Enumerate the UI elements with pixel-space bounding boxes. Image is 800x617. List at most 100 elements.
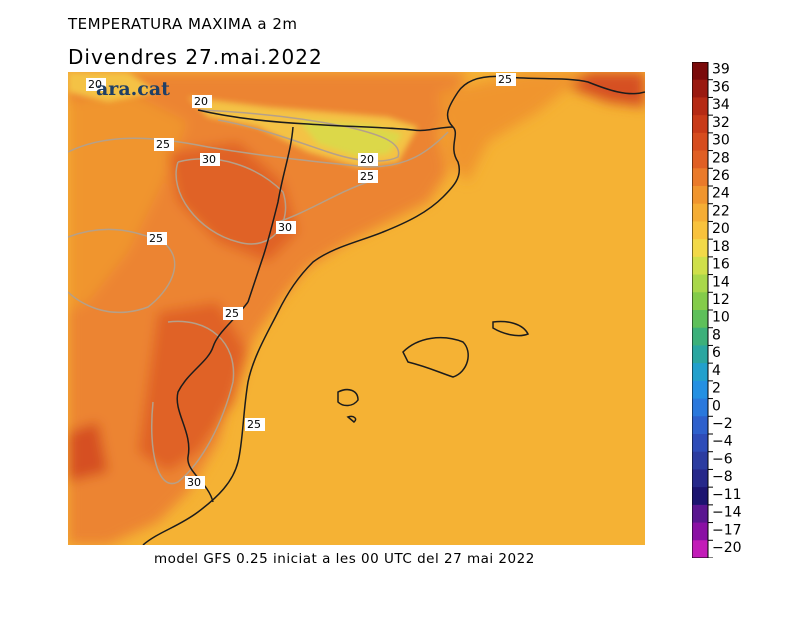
legend-level-label: 6	[712, 345, 721, 361]
island-formentera	[346, 415, 357, 423]
legend-level-label: 10	[712, 310, 730, 326]
contour-labels: 20 20 25 30 25 20 25 30 25 25 25 30	[86, 73, 516, 489]
color-scale-legend: 39363432302826242220181614121086420−2−4−…	[692, 62, 742, 558]
legend-swatch	[692, 451, 708, 471]
legend-level-label: −6	[712, 451, 733, 467]
legend-level-label: 30	[712, 133, 730, 149]
legend-level-label: 34	[712, 97, 730, 113]
isotherm-25-west	[68, 228, 176, 314]
legend-swatch	[692, 221, 708, 240]
border-catalonia-aragon	[247, 126, 294, 303]
legend-swatch	[692, 345, 708, 364]
legend-swatch	[692, 97, 708, 116]
svg-text:25: 25	[149, 232, 163, 245]
legend-swatch	[692, 363, 708, 382]
svg-text:20: 20	[194, 95, 208, 108]
legend-swatch	[692, 186, 708, 205]
svg-text:25: 25	[156, 138, 170, 151]
ara-cat-logo: ara.cat	[96, 78, 170, 100]
svg-text:25: 25	[247, 418, 261, 431]
contour-label: 25	[496, 73, 516, 86]
legend-swatch	[692, 504, 708, 524]
legend-swatch	[692, 62, 708, 81]
svg-text:25: 25	[498, 73, 512, 86]
legend-level-label: 12	[712, 292, 730, 308]
legend-swatch	[692, 487, 708, 506]
legend-swatch	[692, 310, 708, 329]
legend-level-label: 26	[712, 168, 730, 184]
pyrenees-yellow-core	[298, 120, 403, 157]
legend-swatch	[692, 327, 708, 347]
svg-text:30: 30	[202, 153, 216, 166]
legend-swatch	[692, 540, 708, 558]
border-france-spain	[197, 109, 454, 132]
svg-text:25: 25	[360, 170, 374, 183]
svg-text:30: 30	[187, 476, 201, 489]
legend-swatch	[692, 469, 708, 488]
island-mallorca	[402, 336, 469, 378]
footer-model-info: model GFS 0.25 iniciat a les 00 UTC del …	[154, 551, 535, 567]
svg-text:30: 30	[278, 221, 292, 234]
legend-level-label: −4	[712, 434, 733, 450]
legend-swatch	[692, 79, 708, 99]
map-date: Divendres 27.mai.2022	[68, 45, 323, 69]
contour-label: 25	[154, 138, 174, 151]
isotherm-lines	[68, 109, 449, 485]
map-title: TEMPERATURA MAXIMA a 2m	[68, 15, 298, 33]
contour-label: 20	[192, 95, 212, 108]
legend-swatch	[692, 416, 708, 435]
legend-level-label: −17	[712, 522, 742, 538]
sea-warm-band	[438, 72, 588, 182]
island-menorca	[492, 320, 530, 337]
isotherm-30-a	[175, 158, 287, 245]
contour-label: 25	[147, 232, 167, 245]
svg-text:20: 20	[88, 78, 102, 91]
legend-swatch	[692, 522, 708, 541]
legend-swatch	[692, 380, 708, 400]
isotherm-20	[197, 109, 400, 162]
contour-label: 25	[358, 170, 378, 183]
contour-label: 25	[245, 418, 265, 431]
legend-level-label: −11	[712, 487, 742, 503]
legend-level-label: 28	[712, 150, 730, 166]
legend-level-label: 36	[712, 79, 730, 95]
hot-core-ebro	[168, 142, 298, 262]
isotherm-25-north	[68, 131, 449, 168]
legend-level-label: −14	[712, 505, 742, 521]
hot-core-sw	[68, 422, 108, 482]
legend-level-label: 16	[712, 257, 730, 273]
legend-swatch	[692, 239, 708, 258]
isotherm-25-coast	[277, 181, 369, 223]
legend-level-label: −8	[712, 469, 733, 485]
legend-swatch	[692, 434, 708, 453]
legend-swatch	[692, 115, 708, 134]
contour-label: 30	[185, 476, 205, 489]
legend-swatch	[692, 256, 708, 276]
temperature-map: 20 20 25 30 25 20 25 30 25 25 25 30	[68, 72, 645, 545]
contour-label: 30	[200, 153, 220, 166]
contour-label: 25	[223, 307, 243, 320]
legend-level-label: 0	[712, 398, 721, 414]
legend-level-label: −20	[712, 540, 742, 556]
legend-level-label: −2	[712, 416, 733, 432]
contour-label: 30	[276, 221, 296, 234]
isotherm-30-b	[150, 320, 235, 485]
legend-level-label: 8	[712, 327, 721, 343]
legend-swatch	[692, 168, 708, 187]
svg-text:20: 20	[360, 153, 374, 166]
legend-level-label: 32	[712, 115, 730, 131]
legend-level-label: 22	[712, 203, 730, 219]
legend-swatch	[692, 398, 708, 417]
island-ibiza	[337, 388, 359, 407]
legend-level-label: 2	[712, 381, 721, 397]
legend-level-label: 14	[712, 274, 730, 290]
border-valencia	[176, 301, 249, 503]
legend-level-label: 20	[712, 221, 730, 237]
legend-swatch	[692, 203, 708, 223]
legend-swatch	[692, 274, 708, 293]
contour-label: 20	[86, 78, 106, 91]
legend-swatch	[692, 132, 708, 152]
hot-core-south	[138, 302, 248, 472]
legend-swatch	[692, 150, 708, 169]
legend-level-label: 18	[712, 239, 730, 255]
